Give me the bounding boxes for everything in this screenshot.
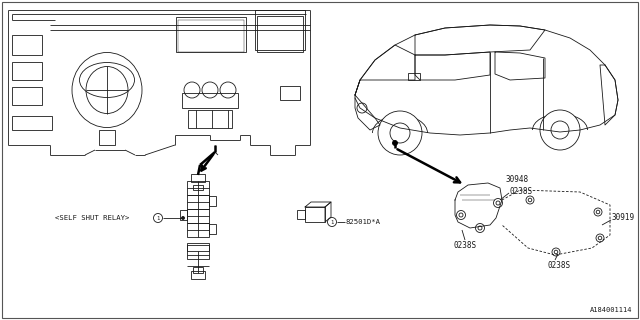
Bar <box>257 16 303 52</box>
Circle shape <box>496 201 500 205</box>
Circle shape <box>551 121 569 139</box>
Bar <box>255 10 305 50</box>
Circle shape <box>596 234 604 242</box>
Bar <box>188 110 232 128</box>
Circle shape <box>392 140 397 146</box>
Bar <box>187 181 209 195</box>
Bar <box>191 271 205 279</box>
Circle shape <box>598 236 602 240</box>
Text: 0238S: 0238S <box>453 241 476 250</box>
Bar <box>99 130 115 145</box>
Circle shape <box>596 210 600 214</box>
Bar <box>176 17 246 52</box>
Circle shape <box>476 223 484 233</box>
Bar <box>193 185 203 190</box>
Bar <box>182 93 238 108</box>
Text: 1: 1 <box>330 220 333 225</box>
Bar <box>280 86 300 100</box>
Circle shape <box>390 123 410 143</box>
Bar <box>408 73 420 80</box>
Bar <box>187 195 209 209</box>
Text: <SELF SHUT RELAY>: <SELF SHUT RELAY> <box>55 215 129 221</box>
Circle shape <box>552 248 560 256</box>
Text: 30919: 30919 <box>612 213 635 222</box>
Text: 0238S: 0238S <box>510 188 533 196</box>
Circle shape <box>328 218 337 227</box>
Circle shape <box>478 226 482 230</box>
Bar <box>209 224 216 234</box>
Circle shape <box>540 110 580 150</box>
Bar <box>305 207 325 222</box>
Bar <box>191 174 205 182</box>
Text: 82501D*A: 82501D*A <box>346 219 381 225</box>
Bar <box>12 35 42 55</box>
Text: 0238S: 0238S <box>548 260 571 269</box>
Text: 1: 1 <box>156 215 159 220</box>
Circle shape <box>554 250 558 254</box>
Bar <box>187 223 209 237</box>
Circle shape <box>493 198 502 207</box>
Bar <box>12 62 42 80</box>
Bar <box>187 243 209 251</box>
Circle shape <box>459 213 463 217</box>
Bar <box>187 245 209 259</box>
Circle shape <box>378 111 422 155</box>
Circle shape <box>456 211 465 220</box>
Circle shape <box>526 196 534 204</box>
Circle shape <box>154 213 163 222</box>
Bar <box>193 267 203 273</box>
Bar <box>180 210 187 220</box>
Bar <box>178 20 244 52</box>
Circle shape <box>182 217 184 220</box>
Circle shape <box>594 208 602 216</box>
Text: A184001114: A184001114 <box>589 307 632 313</box>
Bar <box>297 210 305 219</box>
Circle shape <box>357 103 367 113</box>
Bar <box>209 196 216 206</box>
Bar <box>12 116 52 130</box>
Circle shape <box>528 198 532 202</box>
Text: 30948: 30948 <box>505 175 528 185</box>
Bar <box>187 209 209 223</box>
Bar <box>12 87 42 105</box>
